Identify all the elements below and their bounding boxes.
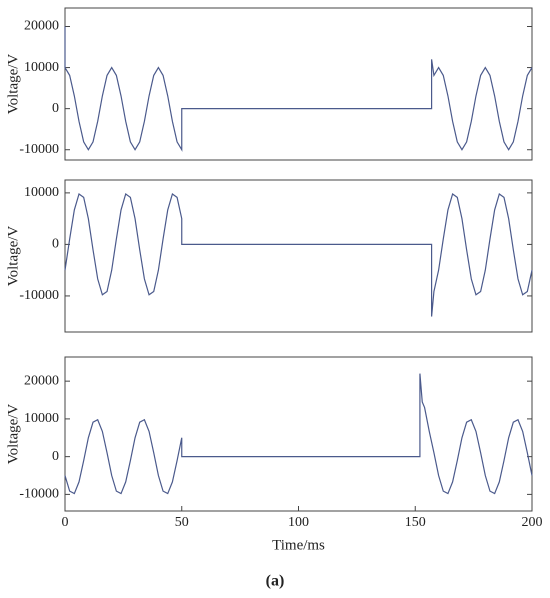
voltage-line [64, 26, 533, 152]
y-axis-label: Voltage/V [5, 54, 21, 115]
y-tick-label: 20000 [24, 19, 59, 34]
y-axis-label: Voltage/V [5, 226, 21, 287]
y-tick-label: 10000 [24, 60, 59, 75]
y-tick-label: 0 [52, 237, 59, 252]
y-tick-label: 0 [52, 101, 59, 116]
y-axis-label: Voltage/V [5, 404, 21, 465]
y-tick-label: -10000 [19, 142, 59, 157]
voltage-line [64, 373, 533, 495]
y-tick-label: 10000 [24, 185, 59, 200]
x-tick-label: 0 [62, 515, 69, 530]
y-tick-label: -10000 [19, 487, 59, 502]
x-tick-label: 100 [288, 515, 309, 530]
x-tick-label: 200 [522, 515, 543, 530]
y-tick-label: 10000 [24, 411, 59, 426]
y-tick-label: 20000 [24, 373, 59, 388]
voltage-line [64, 193, 533, 317]
x-tick-label: 50 [175, 515, 189, 530]
plot-frame [64, 356, 533, 512]
x-tick-label: 150 [405, 515, 426, 530]
caption: (a) [266, 573, 285, 590]
plot-frame [64, 7, 533, 161]
x-axis-label: Time/ms [272, 537, 325, 553]
y-tick-label: 0 [52, 449, 59, 464]
y-tick-label: -10000 [19, 288, 59, 303]
plot-frame [64, 179, 533, 333]
